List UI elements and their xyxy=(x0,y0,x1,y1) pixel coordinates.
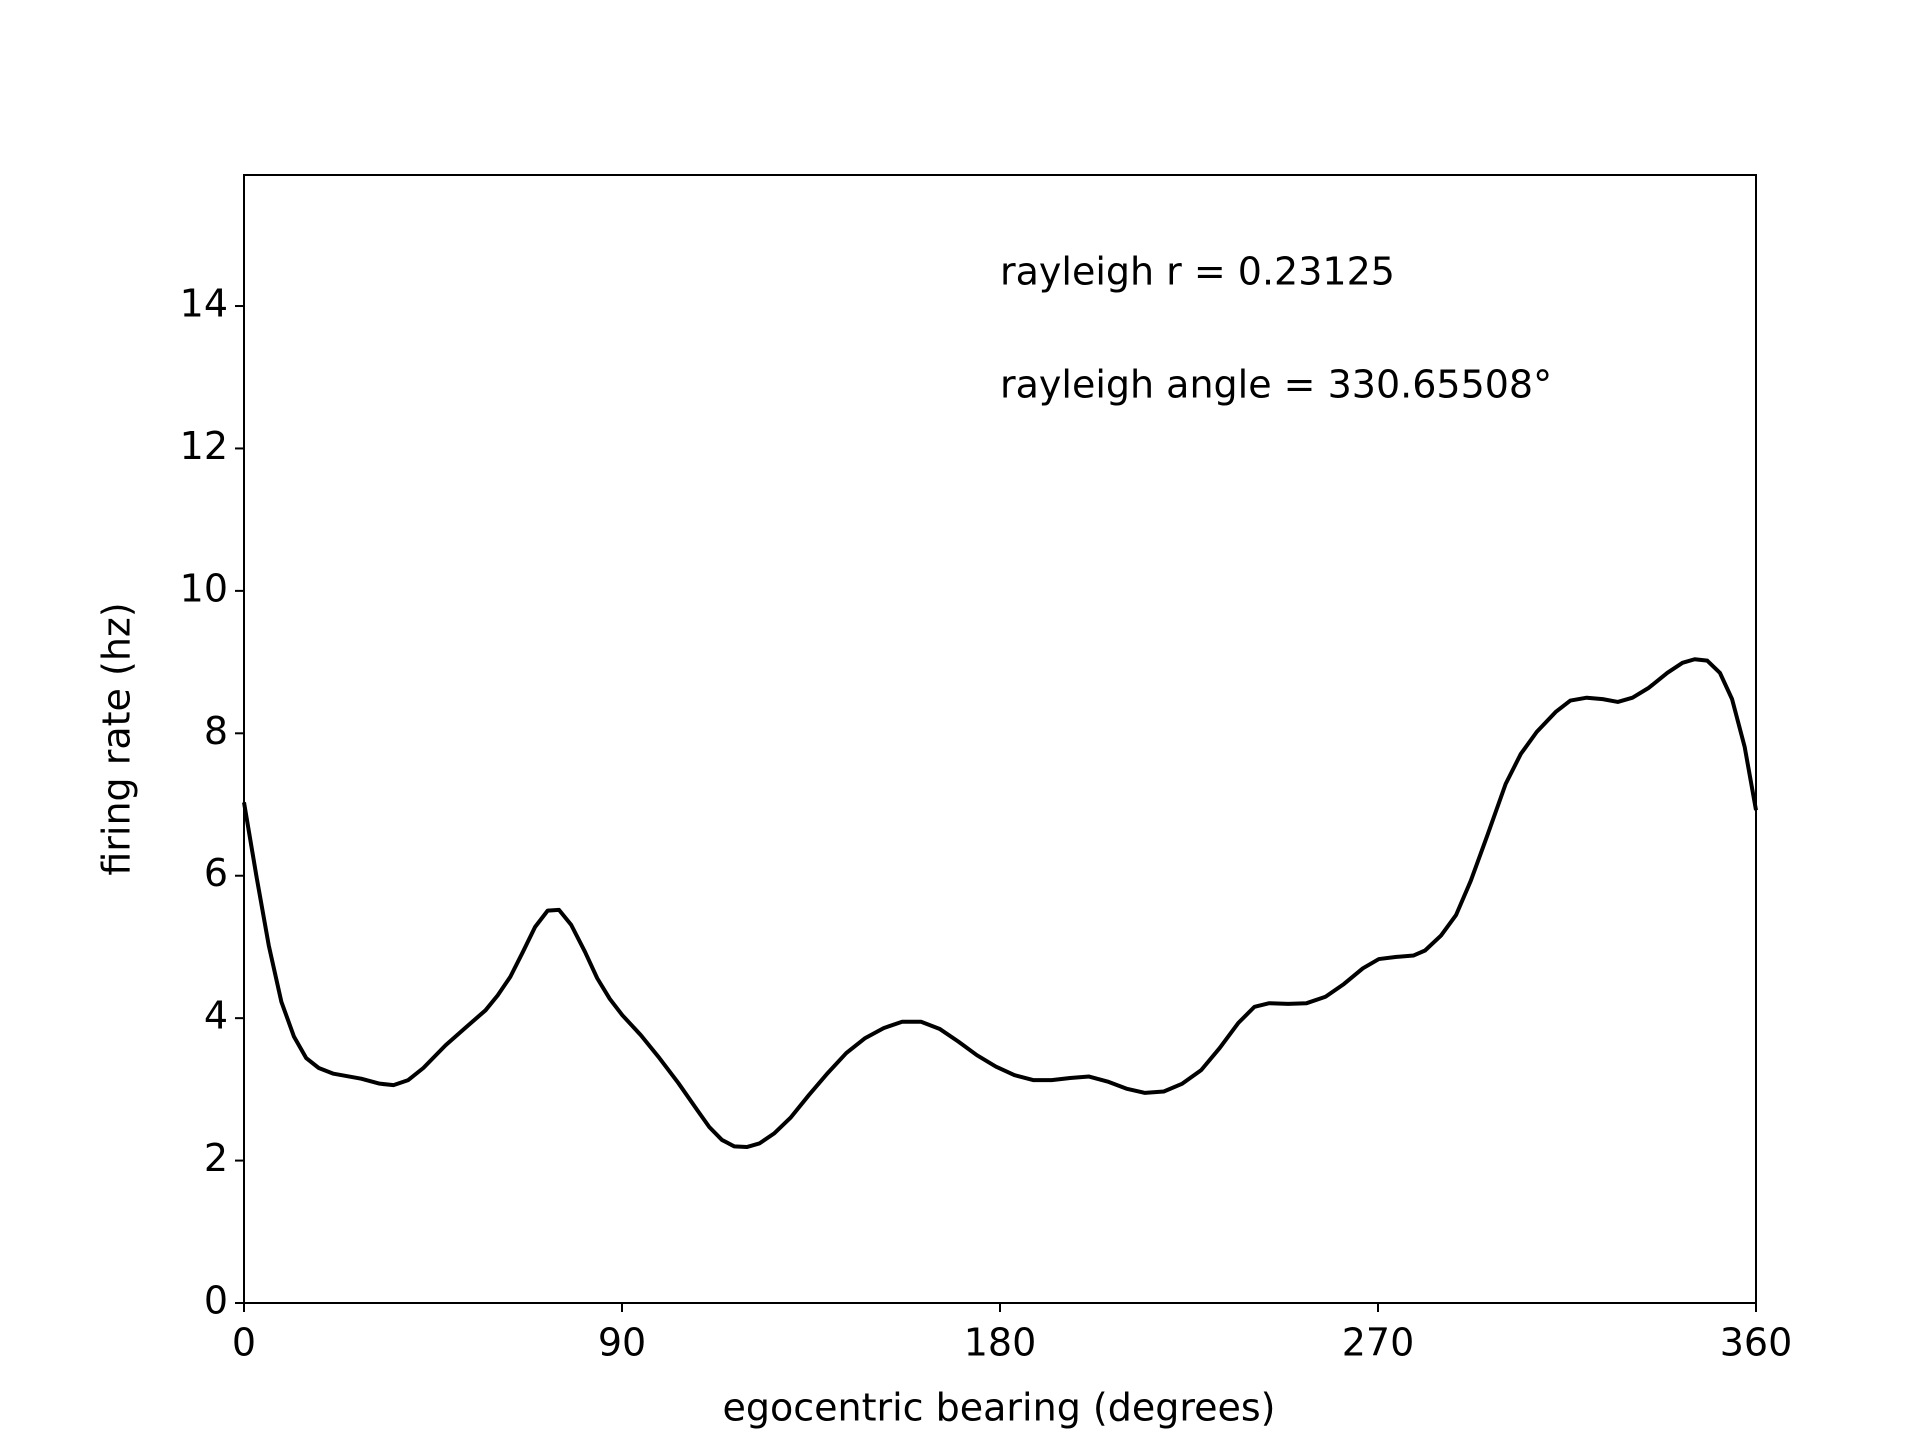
y-tick-label: 12 xyxy=(180,424,228,468)
y-tick-label: 6 xyxy=(204,851,228,895)
y-tick-label: 4 xyxy=(204,994,228,1038)
x-tick-label: 270 xyxy=(1342,1321,1415,1365)
annotation: rayleigh angle = 330.65508° xyxy=(1000,363,1552,407)
annotation: rayleigh r = 0.23125 xyxy=(1000,250,1395,294)
data-line xyxy=(242,657,1758,1150)
y-tick-label: 14 xyxy=(180,282,228,326)
y-axis-label: firing rate (hz) xyxy=(95,602,139,875)
y-tick-label: 8 xyxy=(204,709,228,753)
x-tick-label: 360 xyxy=(1720,1321,1793,1365)
x-tick-label: 180 xyxy=(964,1321,1037,1365)
plot-frame xyxy=(243,174,1757,1304)
y-tick-label: 2 xyxy=(204,1136,228,1180)
y-tick-label: 10 xyxy=(180,566,228,610)
y-tick-label: 0 xyxy=(204,1279,228,1323)
x-tick-label: 0 xyxy=(232,1321,256,1365)
x-tick-label: 90 xyxy=(598,1321,646,1365)
x-axis-label: egocentric bearing (degrees) xyxy=(722,1386,1275,1430)
